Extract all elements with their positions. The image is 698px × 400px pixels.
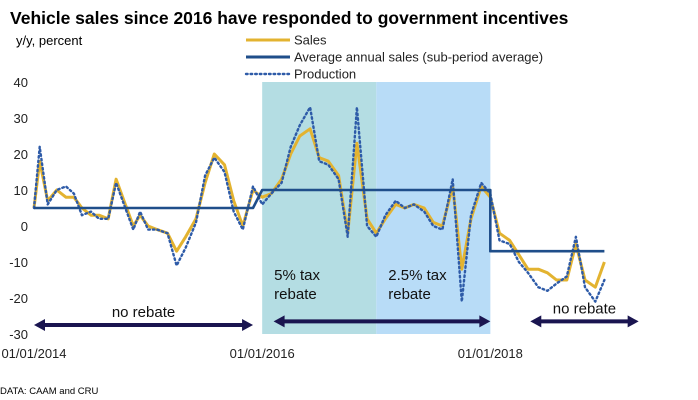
- period-arrow-head-left: [530, 315, 542, 328]
- y-tick-label: -20: [9, 291, 28, 306]
- period-arrow-head-right: [242, 319, 254, 331]
- y-tick-label: 20: [14, 147, 28, 162]
- series-line-sales: [32, 127, 606, 289]
- region-label-line: 5% tax: [274, 267, 320, 284]
- legend-label-average: Average annual sales (sub-period average…: [294, 50, 543, 65]
- y-tick-label: 10: [14, 183, 28, 198]
- y-tick-label: 0: [21, 219, 28, 234]
- y-tick-label: 40: [14, 75, 28, 90]
- legend-label-sales: Sales: [294, 33, 327, 48]
- series-lines: [32, 106, 606, 303]
- period-arrow-label: no rebate: [553, 300, 616, 317]
- region-label-2: 2.5% tax rebate: [388, 267, 447, 303]
- period-arrows: no rebate no rebate: [34, 300, 639, 331]
- source-note: DATA: CAAM and CRU: [0, 386, 99, 397]
- y-tick-label: -30: [9, 327, 28, 342]
- period-arrow-head-right: [479, 315, 491, 328]
- period-arrow-head-right: [627, 315, 639, 328]
- region-label-line: rebate: [274, 286, 317, 303]
- period-arrow-head-left: [34, 319, 45, 331]
- y-tick-label: 30: [14, 111, 28, 126]
- x-tick-label: 01/01/2014: [1, 346, 66, 361]
- period-arrow-head-left: [273, 315, 285, 328]
- region-label-1: 5% tax rebate: [274, 267, 320, 303]
- series-line-average: [34, 188, 605, 253]
- region-label-line: rebate: [388, 286, 431, 303]
- period-arrow-label: no rebate: [112, 304, 175, 321]
- region-label-line: 2.5% tax: [388, 267, 447, 284]
- chart-title: Vehicle sales since 2016 have responded …: [10, 8, 569, 28]
- y-tick-label: -10: [9, 255, 28, 270]
- axes: 40 30 20 10 0 -10 -20 -30 01/01/2014 01/01/2016 01…: [1, 75, 522, 361]
- legend-label-production: Production: [294, 67, 356, 82]
- series-line-production: [32, 106, 606, 303]
- y-axis-unit-label: y/y, percent: [16, 33, 83, 48]
- legend: Sales Average annual sales (sub-period av…: [244, 33, 543, 82]
- x-tick-label: 01/01/2016: [230, 346, 295, 361]
- x-tick-label: 01/01/2018: [458, 346, 523, 361]
- shaded-region-2: [376, 82, 491, 334]
